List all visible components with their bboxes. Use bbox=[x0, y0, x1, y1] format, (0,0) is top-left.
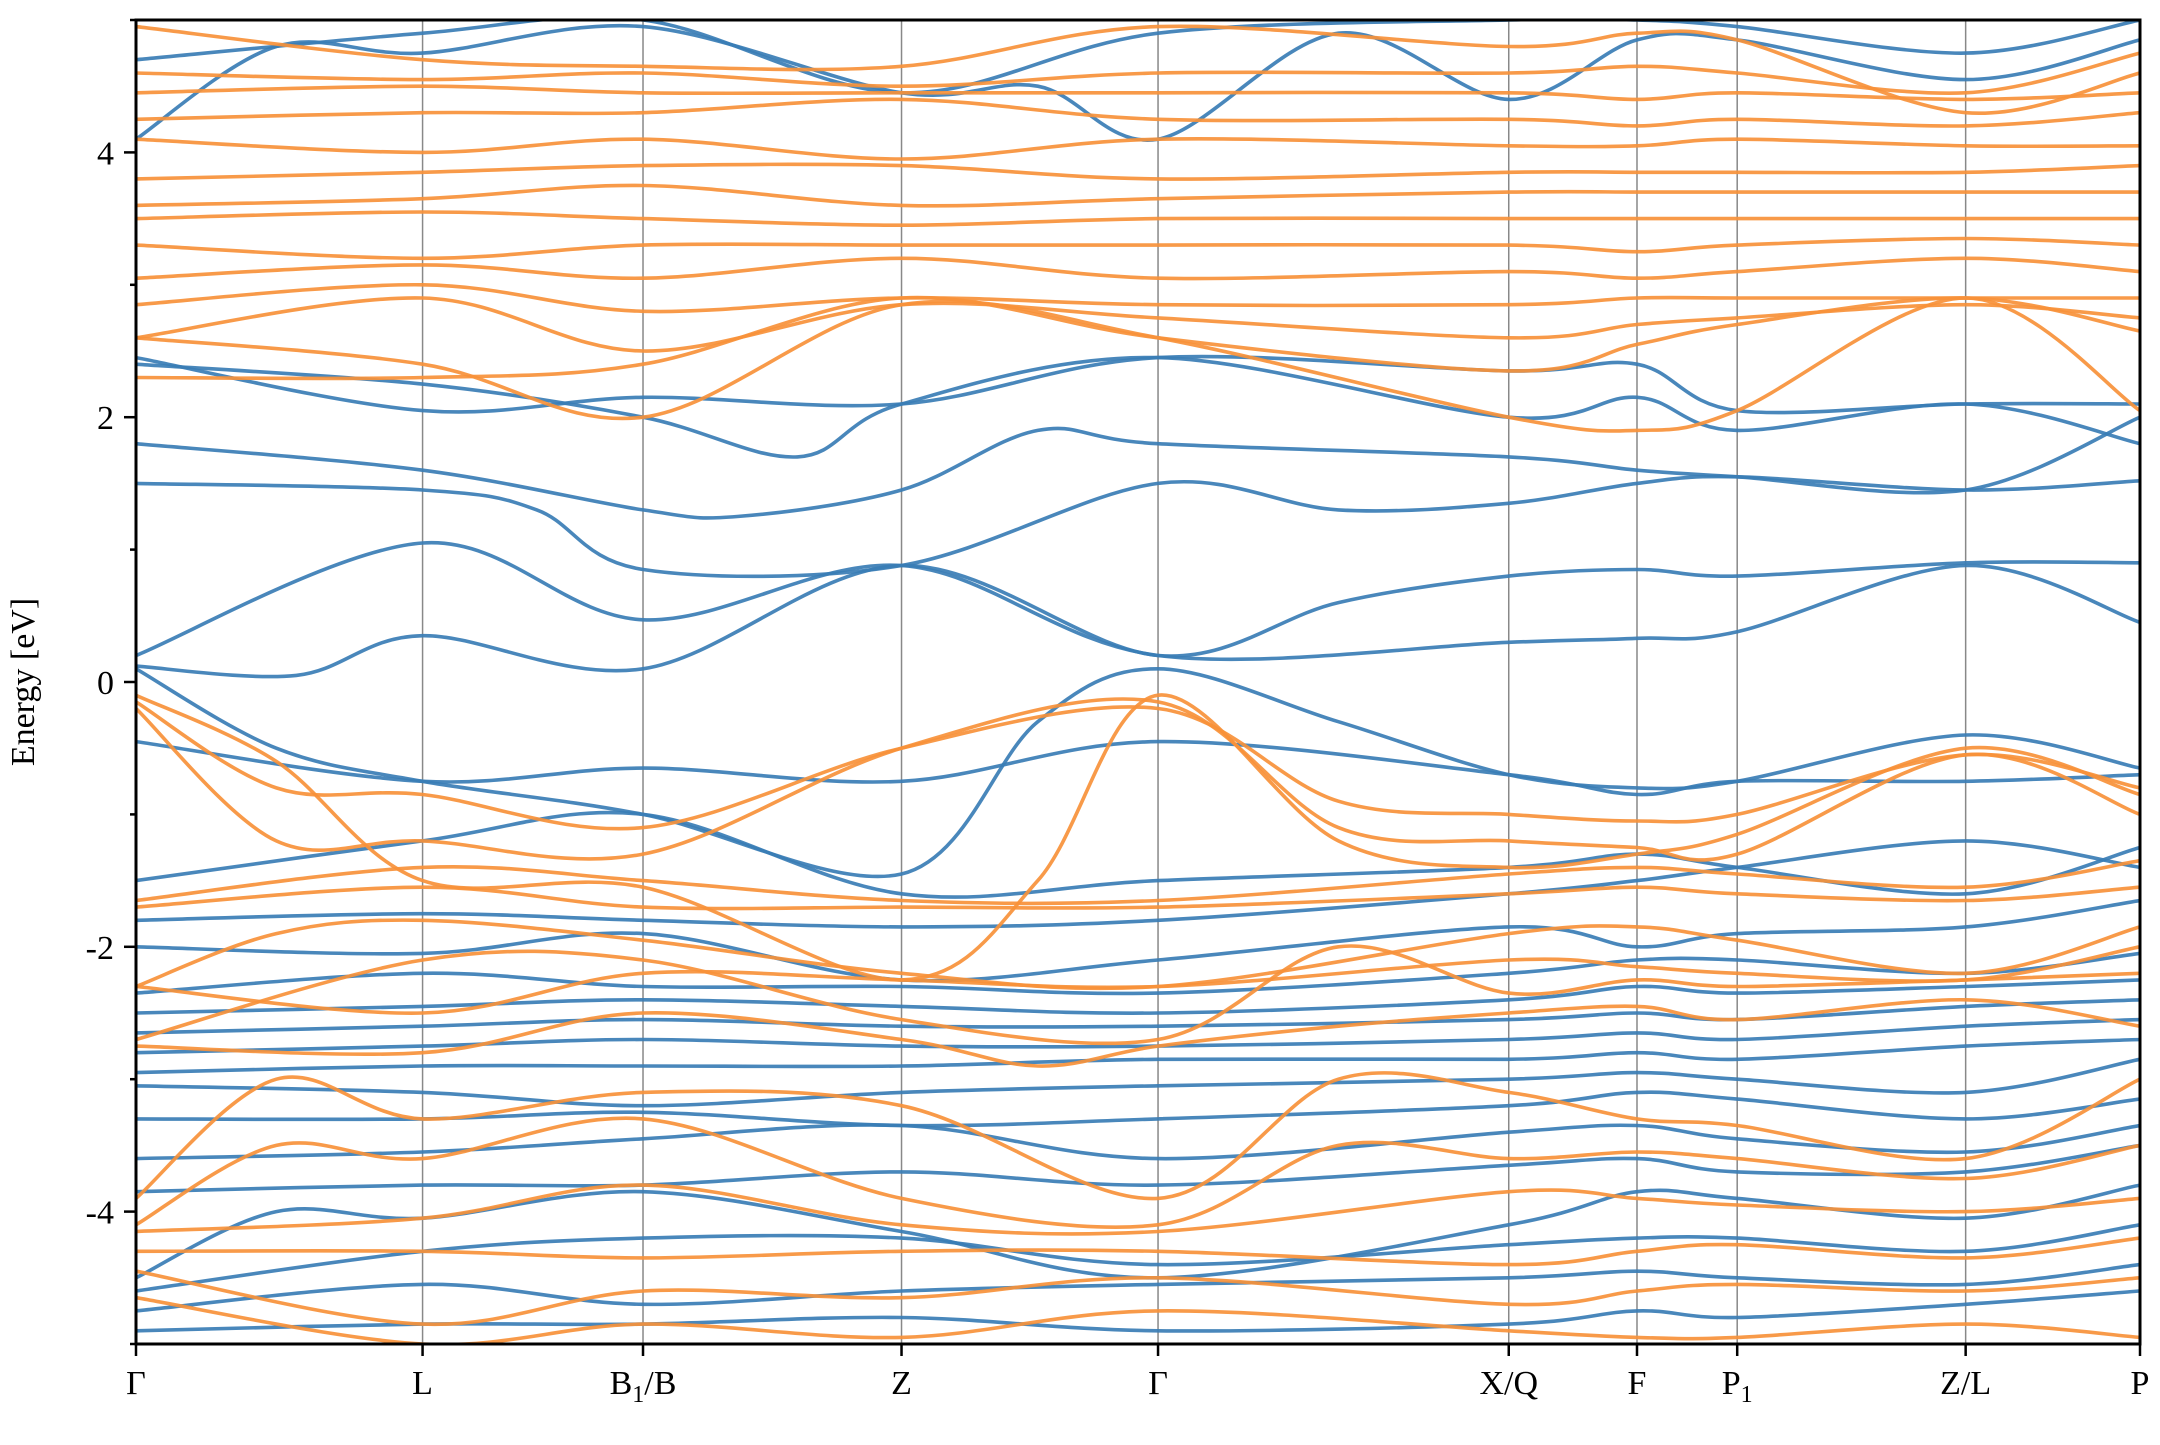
band-line-1-17 bbox=[136, 296, 2140, 353]
band-line-0-23 bbox=[136, 1289, 2140, 1333]
band-line-0-5 bbox=[136, 415, 2140, 520]
x-tick-label: X/Q bbox=[1479, 1365, 1538, 1402]
y-tick-label: 2 bbox=[97, 400, 114, 437]
band-line-1-22 bbox=[136, 183, 2140, 208]
x-tick-label: Z bbox=[891, 1365, 912, 1402]
band-line-0-11 bbox=[136, 951, 2140, 996]
band-line-1-26 bbox=[136, 84, 2140, 102]
band-line-0-13 bbox=[136, 998, 2140, 1035]
x-tick-label: L bbox=[412, 1365, 433, 1402]
band-line-0-17 bbox=[136, 1090, 2140, 1128]
band-line-1-27 bbox=[136, 51, 2140, 95]
band-line-0-19 bbox=[136, 1143, 2140, 1194]
band-line-1-20 bbox=[136, 236, 2140, 261]
band-line-1-11 bbox=[136, 1183, 2140, 1236]
band-line-0-9 bbox=[136, 839, 2140, 929]
band-line-0-15 bbox=[136, 1037, 2140, 1075]
band-line-1-12 bbox=[136, 1236, 2140, 1267]
x-axis: Γ L B1/B Z Γ X/Q F P1 Z/L P bbox=[126, 1344, 2149, 1408]
band-line-1-24 bbox=[136, 137, 2140, 161]
band-line-0-3 bbox=[136, 739, 2140, 797]
band-line-1-8 bbox=[136, 997, 2140, 1068]
band-line-0-22 bbox=[136, 1262, 2140, 1313]
band-line-1-18 bbox=[136, 282, 2140, 314]
band-line-1-25 bbox=[136, 97, 2140, 128]
y-tick-label: -2 bbox=[86, 930, 114, 967]
band-line-1-16 bbox=[136, 296, 2140, 433]
band-line-0-18 bbox=[136, 1123, 2140, 1161]
band-line-1-19 bbox=[136, 256, 2140, 281]
band-line-1-4 bbox=[136, 885, 2140, 911]
band-line-1-1 bbox=[136, 700, 2140, 831]
band-line-1-3 bbox=[136, 858, 2140, 906]
band-line-1-13 bbox=[136, 1269, 2140, 1327]
band-line-1-10 bbox=[136, 1116, 2140, 1229]
y-axis-label: Energy [eV] bbox=[5, 598, 42, 766]
band-line-1-23 bbox=[136, 162, 2140, 181]
x-tick-label: P bbox=[2131, 1365, 2150, 1402]
x-tick-label: Γ bbox=[126, 1365, 146, 1402]
band-line-1-2 bbox=[136, 697, 2140, 862]
band-line-0-16 bbox=[136, 1057, 2140, 1108]
band-line-0-2 bbox=[136, 560, 2140, 679]
band-line-0-7 bbox=[136, 355, 2140, 459]
band-line-1-28 bbox=[136, 24, 2140, 116]
y-axis: -4 -2 0 2 4 bbox=[86, 18, 136, 1346]
band-line-0-10 bbox=[136, 898, 2140, 983]
x-tick-label: P1 bbox=[1722, 1365, 1753, 1408]
band-line-0-1 bbox=[136, 540, 2140, 662]
band-line-0-21 bbox=[136, 1223, 2140, 1293]
band-line-1-6 bbox=[136, 945, 2140, 1015]
band-line-0-14 bbox=[136, 1017, 2140, 1055]
x-tick-label: Z/L bbox=[1940, 1365, 1991, 1402]
band-line-1-9 bbox=[136, 1071, 2140, 1201]
band-line-0-6 bbox=[136, 354, 2140, 415]
band-line-1-14 bbox=[136, 1295, 2140, 1344]
x-tick-label: Γ bbox=[1148, 1365, 1168, 1402]
band-line-0-12 bbox=[136, 978, 2140, 1015]
band-line-0-4 bbox=[136, 474, 2140, 579]
bands-group bbox=[136, 20, 2140, 1344]
x-tick-label: F bbox=[1628, 1365, 1647, 1402]
x-tick-label: B1/B bbox=[610, 1365, 677, 1408]
high-symmetry-lines bbox=[421, 20, 1967, 1344]
y-tick-label: 0 bbox=[97, 665, 114, 702]
y-tick-label: -4 bbox=[86, 1195, 114, 1232]
band-line-1-7 bbox=[136, 944, 2140, 1046]
band-line-1-21 bbox=[136, 210, 2140, 228]
y-tick-label: 4 bbox=[97, 135, 114, 172]
